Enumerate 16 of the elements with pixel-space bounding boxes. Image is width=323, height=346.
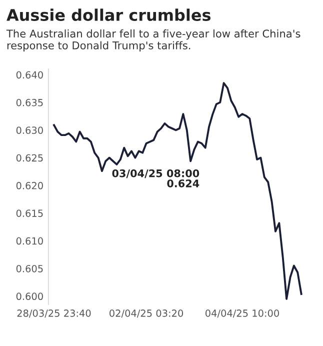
y-tick-label: 0.635 [16,98,43,106]
x-tick-label: 28/03/25 23:40 [17,310,91,318]
x-tick-label: 02/04/25 03:20 [110,310,184,318]
y-tick-label: 0.615 [16,210,43,217]
y-tick-label: 0.620 [16,182,43,190]
y-tick-label: 0.600 [16,292,43,300]
y-tick-label: 0.605 [16,264,43,272]
annotation: 03/04/25 08:00 0.624 [112,169,200,188]
y-tick-label: 0.640 [16,71,43,79]
y-tick-label: 0.625 [16,154,43,162]
chart-subtitle: The Australian dollar fell to a five-year low after China's response to Donald Trump's tariffs. [6,29,300,52]
y-tick-label: 0.630 [16,126,43,134]
y-tick-label: 0.610 [16,237,43,245]
x-tick-label: 04/04/25 10:00 [206,310,279,318]
chart-title: Aussie dollar crumbles [6,8,210,22]
line-series [53,82,302,300]
